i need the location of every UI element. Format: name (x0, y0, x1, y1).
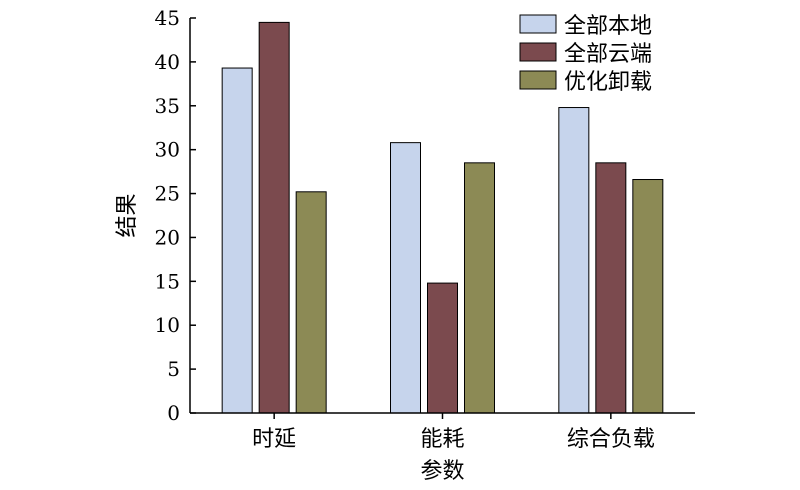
x-axis-title: 参数 (420, 459, 464, 484)
x-category-label: 时延 (252, 427, 296, 452)
y-tick-label: 20 (155, 225, 180, 249)
y-axis-title: 结果 (115, 193, 140, 237)
y-tick-label: 5 (167, 357, 180, 381)
y-tick-label: 35 (155, 94, 180, 118)
y-tick-label: 45 (155, 6, 180, 30)
y-tick-label: 40 (155, 50, 180, 74)
y-ticks: 0 5 10 15 20 25 30 35 40 45 (155, 6, 196, 425)
x-categories: 时延 能耗 综合负载 (252, 413, 655, 452)
bar (258, 21, 290, 414)
bar (464, 162, 495, 414)
bar (390, 142, 421, 414)
bar (221, 67, 253, 414)
y-tick-label: 10 (155, 313, 180, 337)
legend-label: 全部本地 (564, 14, 652, 39)
bar (632, 179, 664, 414)
y-tick-label: 30 (155, 138, 180, 162)
bar (295, 191, 327, 414)
legend-label: 优化卸载 (564, 70, 652, 95)
x-category-label: 综合负载 (567, 427, 655, 452)
bar (558, 107, 590, 414)
y-tick-label: 25 (155, 182, 180, 206)
y-tick-label: 0 (167, 401, 180, 425)
x-category-label: 能耗 (420, 427, 464, 452)
legend-swatch (519, 14, 557, 34)
legend-label: 全部云端 (564, 42, 652, 67)
bar-layer (221, 21, 664, 414)
legend-swatch (519, 70, 557, 90)
bar (595, 162, 627, 414)
legend-swatch (519, 42, 557, 62)
y-tick-label: 15 (155, 269, 180, 293)
bar (427, 282, 458, 414)
